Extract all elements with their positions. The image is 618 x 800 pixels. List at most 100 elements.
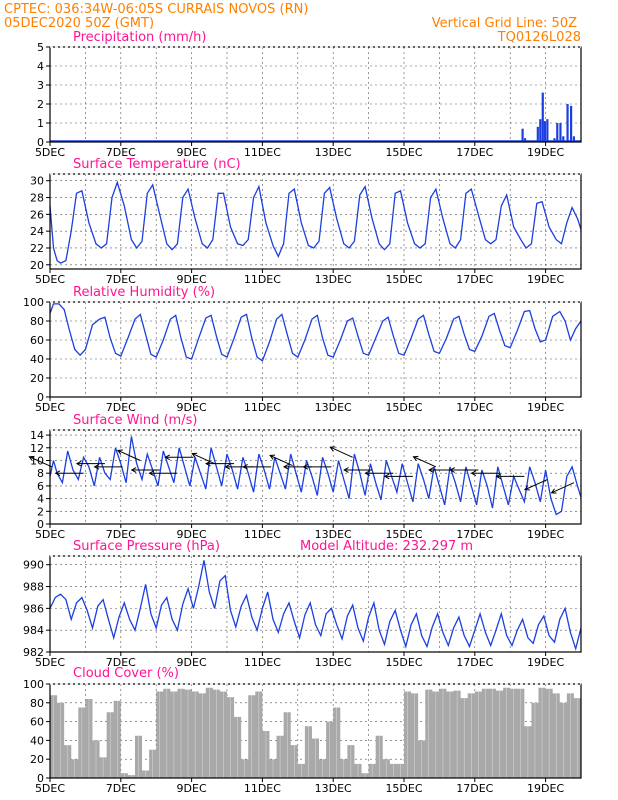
humidity-panel: Relative Humidity (%) 0 20 40 60 80 100 5DEC 7D… <box>23 285 582 414</box>
y-tick-label: 988 <box>23 581 44 594</box>
y-tick-label: 2 <box>37 505 44 518</box>
precip-bar <box>553 138 556 142</box>
precip-bar <box>566 104 569 142</box>
x-tick-label: 5DEC <box>35 528 65 541</box>
wind-arrow <box>364 470 394 477</box>
model-altitude-label: Model Altitude: 232.297 m <box>300 539 473 554</box>
wind-arrow <box>75 460 105 467</box>
x-tick-label: 19DEC <box>527 656 564 669</box>
wind-arrow-head <box>412 455 419 462</box>
wind-arrow <box>28 455 52 468</box>
wind-arrow <box>470 470 500 477</box>
wind-arrow-head <box>302 464 309 470</box>
wind-arrow-head <box>224 464 231 470</box>
y-tick-label: 2 <box>37 98 44 111</box>
precipitation-panel: Precipitation (mm/h) 0 1 2 3 4 5 5DEC 7DEC 9DEC 1… <box>35 30 582 159</box>
y-tick-label: 100 <box>23 678 44 691</box>
precipitation-title: Precipitation (mm/h) <box>73 30 206 45</box>
wind-frame <box>49 429 582 525</box>
y-tick-label: 0 <box>37 518 44 531</box>
wind-title: Surface Wind (m/s) <box>73 413 197 428</box>
precip-bar <box>556 123 559 142</box>
x-tick-label: 11DEC <box>244 528 281 541</box>
x-tick-label: 13DEC <box>315 401 352 414</box>
wind-arrow <box>130 467 160 473</box>
wind-arrow <box>93 464 123 470</box>
y-tick-label: 8 <box>37 467 44 480</box>
y-tick-label: 982 <box>23 646 44 659</box>
y-tick-label: 80 <box>30 697 44 710</box>
precip-bar <box>521 128 524 142</box>
wind-arrow <box>343 467 373 473</box>
y-tick-label: 80 <box>30 315 44 328</box>
wind-arrow-head <box>449 467 455 473</box>
wind-arrow-head <box>242 464 248 470</box>
y-tick-label: 28 <box>30 192 44 205</box>
precip-bar <box>559 123 562 142</box>
wind-arrow-head <box>495 473 501 480</box>
wind-arrow <box>550 482 575 494</box>
x-tick-label: 15DEC <box>385 528 422 541</box>
x-tick-label: 17DEC <box>456 782 493 795</box>
x-tick-label: 5DEC <box>35 656 65 669</box>
y-tick-label: 100 <box>23 296 44 309</box>
precip-bar <box>536 126 539 142</box>
x-tick-label: 17DEC <box>456 273 493 286</box>
wind-arrow-head <box>364 470 371 477</box>
x-tick-label: 19DEC <box>527 528 564 541</box>
wind-arrow <box>205 460 235 467</box>
y-tick-label: 3 <box>37 79 44 92</box>
cloud-cover-panel: Cloud Cover (%) 0 20 40 60 80 100 5DEC 7DEC 9DEC… <box>23 666 582 795</box>
y-tick-label: 24 <box>30 225 44 238</box>
y-tick-label: 4 <box>37 493 44 506</box>
x-tick-label: 15DEC <box>385 782 422 795</box>
x-tick-label: 5DEC <box>35 401 65 414</box>
wind-arrow-head <box>28 455 35 462</box>
x-tick-label: 5DEC <box>35 146 65 159</box>
wind-arrow-shaft <box>29 456 52 468</box>
y-tick-label: 1 <box>37 117 44 130</box>
wind-arrow-head <box>191 452 198 458</box>
wind-arrow <box>164 454 194 461</box>
cloud-cover-area <box>50 687 581 778</box>
x-tick-label: 17DEC <box>456 656 493 669</box>
y-tick-label: 990 <box>23 559 44 572</box>
y-tick-label: 0 <box>37 391 44 404</box>
x-tick-label: 19DEC <box>527 273 564 286</box>
wind-arrow-head <box>524 485 530 491</box>
x-tick-label: 11DEC <box>244 656 281 669</box>
temperature-frame <box>49 173 582 270</box>
wind-arrow <box>412 455 437 468</box>
pressure-line <box>49 560 582 652</box>
wind-arrow-head <box>130 467 137 473</box>
wind-arrow <box>148 470 178 477</box>
x-tick-label: 13DEC <box>315 782 352 795</box>
wind-arrow <box>54 470 84 477</box>
wind-arrow <box>242 464 272 470</box>
precip-frame <box>49 46 582 143</box>
y-tick-label: 20 <box>30 753 44 766</box>
station-header: CPTEC: 036:34W-06:05S CURRAIS NOVOS (RN) <box>4 2 308 17</box>
wind-arrow-head <box>205 460 211 467</box>
wind-arrow <box>495 473 525 480</box>
temperature-line <box>49 180 582 264</box>
wind-arrow-head <box>428 467 434 473</box>
x-tick-label: 15DEC <box>385 656 422 669</box>
temperature-title: Surface Temperature (nC) <box>73 157 241 172</box>
x-tick-label: 19DEC <box>527 146 564 159</box>
x-tick-label: 15DEC <box>385 146 422 159</box>
wind-arrow-head <box>343 467 349 473</box>
x-tick-label: 9DEC <box>177 782 207 795</box>
wind-arrow <box>269 454 293 467</box>
y-tick-label: 30 <box>30 175 44 188</box>
wind-arrow-head <box>470 470 477 477</box>
pressure-title: Surface Pressure (hPa) <box>73 539 220 554</box>
wind-arrow <box>116 449 141 461</box>
x-tick-label: 13DEC <box>315 273 352 286</box>
wind-arrow-head <box>54 470 61 477</box>
y-tick-label: 5 <box>37 41 44 54</box>
x-tick-label: 15DEC <box>385 401 422 414</box>
grid-line-note: Vertical Grid Line: 50Z <box>432 16 577 31</box>
wind-arrow-head <box>148 470 155 477</box>
